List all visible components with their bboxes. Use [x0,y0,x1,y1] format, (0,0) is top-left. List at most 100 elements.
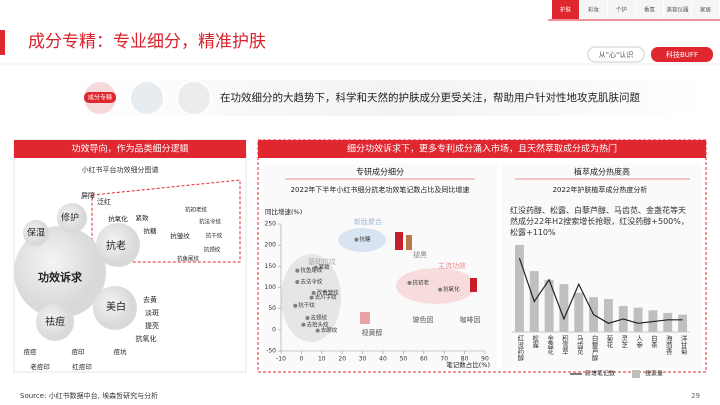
annotation: 视黄醇 [362,328,383,337]
panel-header [14,140,246,158]
point [309,295,314,300]
diagram-node-label: 痘痘 [24,347,38,356]
sub-title: 专研成分细分 [356,167,404,177]
button-filled[interactable] [651,47,713,62]
x-tick-label: 白茶 [649,335,658,348]
accent-bar [0,30,5,55]
point [295,268,300,273]
diagram-node-label: 美白 [106,300,126,313]
point-label: 去颈纹 [311,313,328,321]
product [406,235,412,250]
nav-tab[interactable] [664,0,691,19]
nav-tab-label[interactable]: 香氛 [644,6,656,14]
x-tick-label: 金盏花 [545,335,554,355]
diagram-node-label: 红痘印 [72,362,92,371]
panel-title: 功效导向，作为品类细分逻辑 [71,143,188,155]
x-tick-label: 红没药醇 [515,335,524,361]
x-tick-label: 20 [338,356,346,363]
legend-label: 搜索量 [645,370,663,378]
nav-tab[interactable] [608,0,635,19]
diagram-node-label: 功效诉求 [38,270,83,284]
nav-tab-label[interactable]: 彩妆 [588,6,600,14]
nav-tab-label[interactable]: 美容仪器 [666,6,689,14]
diagram-node-label: 抗初老纹 [185,206,208,214]
annotation: 褪黑 [413,250,427,259]
bar [544,279,554,332]
point-label: 抗干纹 [298,301,315,309]
bubble [14,226,106,318]
annotation: 基础抗纹 [308,257,336,266]
bubble [57,203,87,233]
x-tick-label: 马齿苋 [575,335,584,355]
diagram-node-label: 修护 [61,212,79,224]
button-label[interactable]: 从"心"认识 [599,50,633,59]
point [315,328,320,333]
point [293,303,298,308]
diagram-node-label: 痘坑 [114,347,128,356]
bubble [23,220,49,246]
point-label: 抗初老 [413,278,430,286]
banner-tag-text: 成分专精 [88,94,112,102]
point-label: 去法令纹 [300,277,323,285]
diagram-node-label: 抗皱纹 [170,231,190,240]
point [311,291,316,296]
diagram-node-label: 抗鱼尾纹 [177,255,200,263]
diagram-node-label: 淡斑 [145,308,159,317]
nav-tab[interactable] [552,0,579,19]
diagram-node-label: 抗糖 [144,226,158,235]
nav-tab[interactable] [580,0,607,19]
panel-title: 细分功效诉求下，更多专利成分涌入市场，且天然萃取成分成为热门 [347,143,617,155]
product [395,232,403,250]
bubble [36,303,74,341]
point-label: 去眼纹 [321,326,338,334]
bubble [96,223,140,267]
nav-tab-label[interactable]: 家居 [700,6,712,14]
y-axis-label: 同比增速(%) [265,207,302,216]
bubble [93,286,137,330]
x-tick-label: 50 [400,356,408,363]
product [470,278,477,292]
button-label[interactable]: 科技BUFF [666,50,698,59]
point-label: 抗糖 [359,235,371,243]
annotation: 新肽聚合 [354,217,382,226]
diagram-node-label: 抗老 [106,239,126,252]
chart-title: 2022年下半年小红书细分抗老功效笔记数占比及同比增速 [291,185,470,194]
legend-icon [632,370,640,378]
point-label: 抗氧化 [443,285,460,293]
annotation: 咖啡因 [460,315,481,324]
y-tick-label: 50 [268,305,276,312]
banner-circle [129,80,165,116]
page-number: 29 [691,392,700,400]
source: Source: 小红书数据中台, 埃森哲研究与分析 [20,391,158,400]
point-label: 去川字纹 [315,293,338,301]
x-tick-label: 70 [440,356,448,363]
nav-tab[interactable] [692,0,719,19]
nav-tab[interactable] [636,0,663,19]
product [360,312,370,324]
diagram-node-label: 痘印 [72,347,85,356]
diagram-node-label: 去黄 [143,295,157,304]
point-label: 去抬头纹 [306,320,329,328]
bar [514,245,524,332]
y-tick-label: 200 [265,242,277,249]
diagram-node-label: 抗氧化 [136,334,157,343]
diagram-node-label: 紧致 [136,213,150,222]
diagram-node-label: 保湿 [27,227,45,239]
diagram-node-label: 抗颈纹 [204,246,221,254]
bar [603,298,613,332]
bar [663,312,673,332]
diagram-node-label: 提亮 [145,321,159,330]
nav-tab-label[interactable]: 个护 [616,6,628,14]
banner-circle [176,80,212,116]
banner-text: 在功效细分的大趋势下，科学和天然的护肤成分更受关注，帮助用户针对性地攻克肌肤问题 [220,91,640,104]
point [313,265,318,270]
annotation: 玻色因 [413,315,434,324]
button-outline[interactable] [587,46,645,63]
x-tick-label: 30 [359,356,367,363]
x-tick-label: 灵芝 [619,335,628,348]
nav-tab-label[interactable]: 护肤 [560,6,572,14]
x-tick-label: 人参 [634,335,643,348]
y-tick-label: -50 [266,348,276,355]
diagram-node-label: 屏障 [81,191,95,200]
